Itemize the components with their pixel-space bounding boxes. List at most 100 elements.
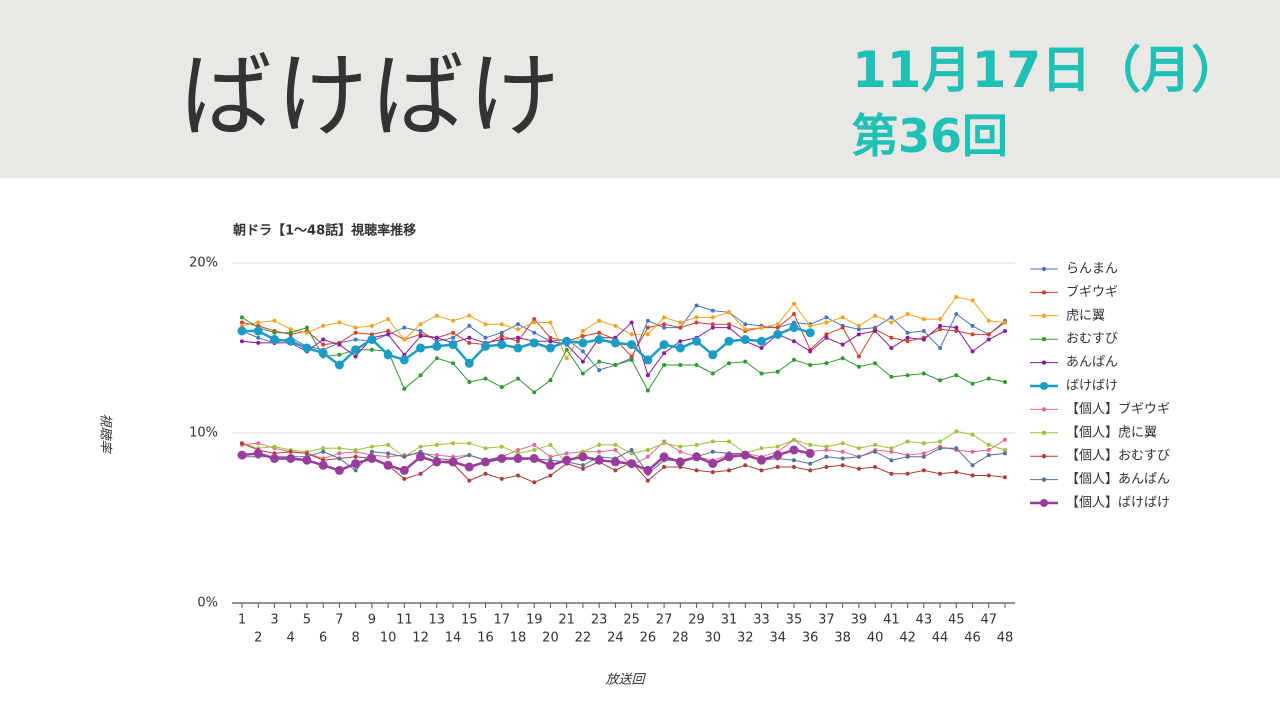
- data-point: [610, 457, 620, 467]
- legend-label: 【個人】あんぱん: [1066, 472, 1170, 487]
- data-point: [369, 347, 374, 352]
- data-point: [564, 451, 569, 456]
- data-point: [824, 465, 829, 469]
- data-point: [759, 371, 764, 376]
- data-point: [532, 442, 537, 447]
- data-point: [970, 432, 975, 437]
- data-point: [597, 359, 602, 364]
- data-point: [597, 330, 602, 335]
- data-point: [240, 315, 244, 320]
- x-tick-label: 8: [351, 631, 359, 646]
- data-point: [337, 342, 342, 347]
- series-line: [241, 313, 1006, 358]
- data-point: [321, 446, 326, 451]
- x-tick-label: 32: [737, 631, 754, 646]
- data-point: [464, 462, 474, 472]
- data-point: [905, 330, 910, 335]
- data-point: [775, 325, 780, 330]
- data-point: [545, 343, 555, 353]
- y-tick-label: 10%: [189, 426, 218, 441]
- data-point: [743, 327, 748, 332]
- data-point: [824, 448, 829, 452]
- chart: 朝ドラ【1〜48話】視聴率推移 放送回 視聴率 0%10%20%12345678…: [98, 223, 1171, 688]
- data-point: [873, 449, 878, 454]
- x-tick-label: 22: [575, 631, 592, 646]
- data-point: [580, 371, 585, 376]
- data-point: [353, 454, 358, 459]
- data-point: [710, 322, 715, 327]
- data-point: [578, 452, 588, 462]
- data-point: [580, 334, 585, 339]
- data-point: [840, 356, 845, 361]
- legend-marker: [1041, 266, 1047, 272]
- series-line: [242, 326, 811, 367]
- data-point: [889, 346, 894, 350]
- data-point: [805, 328, 815, 338]
- data-point: [483, 471, 488, 476]
- data-point: [402, 476, 407, 481]
- data-point: [791, 339, 796, 344]
- data-point: [432, 457, 442, 467]
- data-point: [367, 335, 377, 344]
- data-point: [856, 354, 861, 359]
- data-point: [773, 450, 783, 460]
- data-point: [451, 361, 456, 366]
- data-point: [905, 335, 910, 340]
- data-point: [578, 338, 588, 348]
- x-tick-label: 45: [948, 613, 965, 628]
- data-point: [824, 315, 829, 320]
- header: ばけばけ 11月17日（月） 第36回: [0, 0, 1280, 178]
- data-point: [710, 315, 715, 320]
- x-tick-label: 5: [303, 613, 311, 628]
- y-tick-label: 20%: [189, 256, 218, 271]
- data-point: [692, 336, 702, 346]
- data-point: [856, 446, 861, 451]
- x-tick-label: 46: [964, 631, 981, 646]
- data-point: [986, 318, 991, 323]
- data-point: [369, 323, 374, 328]
- data-point: [515, 339, 520, 344]
- data-point: [678, 449, 683, 454]
- data-point: [383, 350, 393, 360]
- data-point: [692, 452, 702, 462]
- data-point: [662, 441, 667, 446]
- series-line: [241, 316, 1006, 393]
- data-point: [629, 332, 634, 337]
- data-point: [253, 448, 263, 458]
- data-point: [402, 454, 407, 459]
- data-point: [986, 448, 991, 452]
- data-point: [548, 454, 553, 459]
- data-point: [905, 439, 910, 444]
- data-point: [434, 313, 439, 318]
- data-point: [954, 429, 959, 434]
- x-tick-label: 26: [640, 631, 657, 646]
- series: [237, 445, 815, 475]
- data-point: [921, 454, 926, 459]
- legend-marker: [1041, 360, 1047, 365]
- data-point: [483, 376, 488, 381]
- data-point: [418, 329, 423, 333]
- data-point: [1003, 380, 1007, 384]
- data-point: [938, 317, 943, 322]
- x-tick-label: 17: [493, 613, 510, 628]
- data-point: [645, 332, 650, 337]
- data-point: [548, 339, 553, 344]
- data-point: [986, 376, 991, 381]
- data-point: [824, 454, 829, 459]
- data-point: [532, 390, 537, 395]
- data-point: [824, 361, 829, 366]
- data-point: [369, 449, 374, 454]
- data-point: [418, 444, 423, 449]
- data-point: [321, 323, 326, 328]
- data-point: [304, 330, 309, 335]
- data-point: [710, 325, 715, 330]
- data-point: [708, 459, 718, 469]
- x-tick-label: 12: [412, 631, 429, 646]
- data-point: [808, 442, 813, 447]
- data-point: [629, 448, 634, 452]
- data-point: [662, 363, 667, 367]
- data-point: [434, 442, 439, 447]
- data-point: [873, 313, 878, 318]
- x-tick-label: 28: [672, 631, 689, 646]
- data-point: [386, 332, 391, 337]
